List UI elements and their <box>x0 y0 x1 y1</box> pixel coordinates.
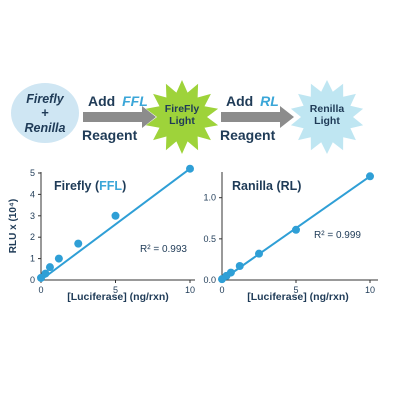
renilla-y-tick-label: 0.0 <box>203 275 216 285</box>
arrow-1-icon <box>83 106 156 128</box>
firefly-title-prefix: Firefly ( <box>54 179 100 193</box>
renilla-x-axis-label: [Luciferase] (ng/rxn) <box>247 291 349 303</box>
firefly-trendline <box>40 167 191 281</box>
step2-target: RL <box>260 93 279 109</box>
firefly-title-suffix: ) <box>122 179 126 193</box>
step2-reagent: Reagent <box>220 127 276 143</box>
firefly-data-point <box>186 164 194 173</box>
renilla-y-tick-label: 0.5 <box>203 234 216 244</box>
burst2-line2: Light <box>314 115 340 127</box>
firefly-chart-title: Firefly (FFL) <box>54 179 126 193</box>
renilla-light-burst-icon <box>290 80 364 154</box>
burst2-line1: Renilla <box>310 103 345 115</box>
start-ellipse <box>11 83 79 143</box>
burst1-line2: Light <box>169 115 195 127</box>
firefly-data-point <box>111 211 120 220</box>
renilla-y-tick-label: 1.0 <box>203 193 216 203</box>
renilla-data-point <box>255 249 263 258</box>
burst1-line1: FireFly <box>165 103 200 115</box>
firefly-x-tick-label: 10 <box>185 285 195 295</box>
firefly-y-tick-label: 5 <box>30 168 35 178</box>
firefly-chart: Firefly (FFL) RLU x (10⁴) [Luciferase] (… <box>8 164 195 303</box>
renilla-x-tick-label: 5 <box>293 285 298 295</box>
start-label-renilla: Renilla <box>25 121 66 135</box>
renilla-chart: Ranilla (RL) [Luciferase] (ng/rxn) R² = … <box>203 172 378 303</box>
firefly-marks <box>37 164 194 282</box>
start-label-plus: + <box>41 105 49 120</box>
step1-target: FFL <box>122 93 148 109</box>
firefly-r2-annotation: R² = 0.993 <box>140 244 187 255</box>
firefly-title-accent: FFL <box>99 179 122 193</box>
firefly-y-tick-label: 1 <box>30 254 35 264</box>
renilla-data-point <box>235 262 244 271</box>
firefly-data-point <box>41 269 50 278</box>
firefly-data-point <box>45 263 54 272</box>
renilla-data-point <box>226 268 235 277</box>
firefly-y-tick-label: 0 <box>30 275 35 285</box>
firefly-y-tick-label: 2 <box>30 232 35 242</box>
renilla-data-point <box>366 172 374 181</box>
firefly-y-axis-label: RLU x (10⁴) <box>8 199 19 253</box>
arrow-2-icon <box>221 106 294 128</box>
step2-add: Add <box>226 93 253 109</box>
renilla-x-tick-label: 10 <box>365 285 375 295</box>
firefly-x-tick-label: 5 <box>113 285 118 295</box>
firefly-y-tick-label: 3 <box>30 211 35 221</box>
step1-reagent: Reagent <box>82 127 138 143</box>
step1-label: Add FFL <box>88 93 148 109</box>
firefly-light-burst-icon <box>145 80 219 154</box>
renilla-marks <box>218 172 374 284</box>
firefly-x-axis-label: [Luciferase] (ng/rxn) <box>67 291 169 303</box>
renilla-chart-title: Ranilla (RL) <box>232 179 301 193</box>
firefly-data-point <box>54 254 63 263</box>
workflow: Firefly + Renilla Add FFL Reagent FireFl… <box>11 80 364 154</box>
renilla-x-tick-label: 0 <box>219 285 224 295</box>
step1-add: Add <box>88 93 115 109</box>
step2-label: Add RL <box>226 93 279 109</box>
firefly-x-tick-label: 0 <box>38 285 43 295</box>
firefly-y-tick-label: 4 <box>30 189 35 199</box>
firefly-data-point <box>74 239 83 248</box>
start-label-firefly: Firefly <box>26 92 65 106</box>
renilla-data-point <box>292 225 300 234</box>
renilla-r2-annotation: R² = 0.999 <box>314 230 361 241</box>
